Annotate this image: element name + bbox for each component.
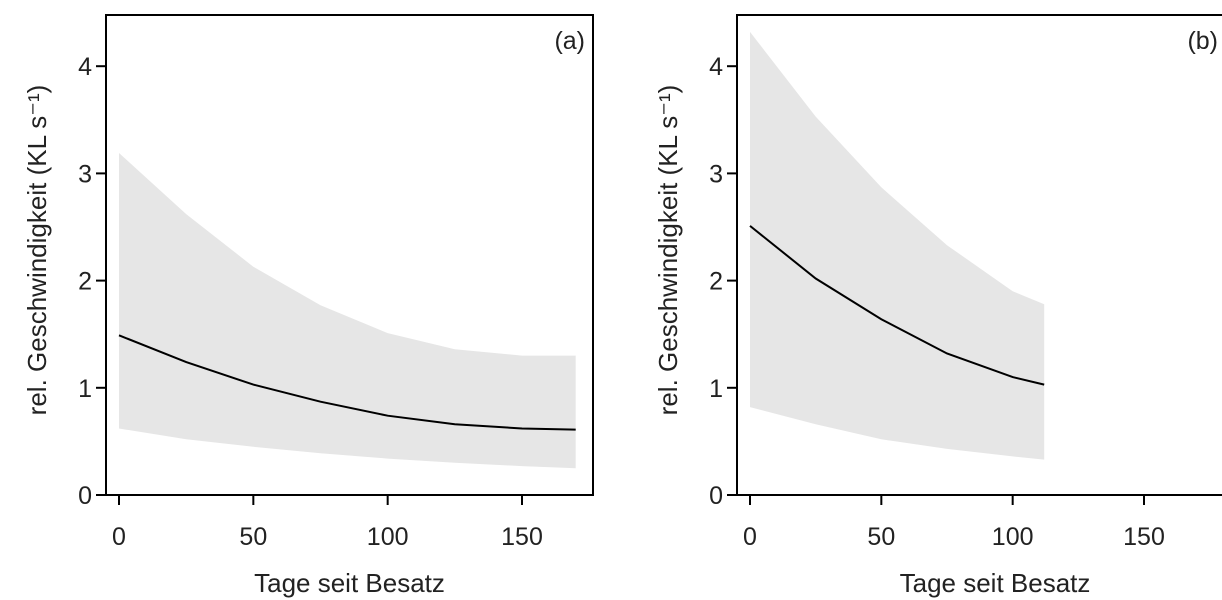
fitted-line	[749, 225, 1045, 386]
chart-panel-b: 0 50 100 150 0 1 2 3 4 Tage seit Besatz rel. Gesch…	[653, 14, 1222, 598]
x-tick-label: 0	[112, 523, 126, 551]
x-tick-label: 50	[867, 523, 895, 551]
x-tick-label: 0	[743, 523, 757, 551]
plot-frame	[736, 14, 1222, 496]
y-tick-label: 0	[709, 482, 723, 510]
x-tick-label: 50	[239, 523, 267, 551]
x-tick-label: 150	[501, 523, 543, 551]
y-tick-label: 4	[709, 53, 723, 81]
y-tick-label: 3	[709, 160, 723, 188]
y-tick-label: 1	[78, 375, 92, 403]
x-tick-label: 100	[992, 523, 1034, 551]
confidence-band	[119, 153, 576, 469]
y-tick-label: 1	[709, 375, 723, 403]
y-tick-label: 4	[78, 53, 92, 81]
y-tick-label: 0	[78, 482, 92, 510]
x-axis-title: Tage seit Besatz	[254, 568, 445, 598]
y-tick-label: 3	[78, 160, 92, 188]
y-tick-label: 2	[78, 268, 92, 296]
fitted-line	[118, 334, 576, 431]
y-tick-label: 2	[709, 268, 723, 296]
x-axis-title: Tage seit Besatz	[900, 568, 1091, 598]
plot-frame	[105, 14, 594, 496]
y-axis-title: rel. Geschwindigkeit (KL s⁻¹)	[653, 85, 683, 416]
panel-label: (a)	[554, 27, 585, 55]
panel-label: (b)	[1187, 27, 1218, 55]
confidence-band	[750, 31, 1045, 460]
x-tick-label: 150	[1123, 523, 1165, 551]
y-axis-title: rel. Geschwindigkeit (KL s⁻¹)	[22, 85, 52, 416]
x-tick-label: 100	[367, 523, 409, 551]
chart-panel-a: 0 50 100 150 0 1 2 3 4 Tage seit Besatz rel. Gesch…	[22, 14, 594, 598]
